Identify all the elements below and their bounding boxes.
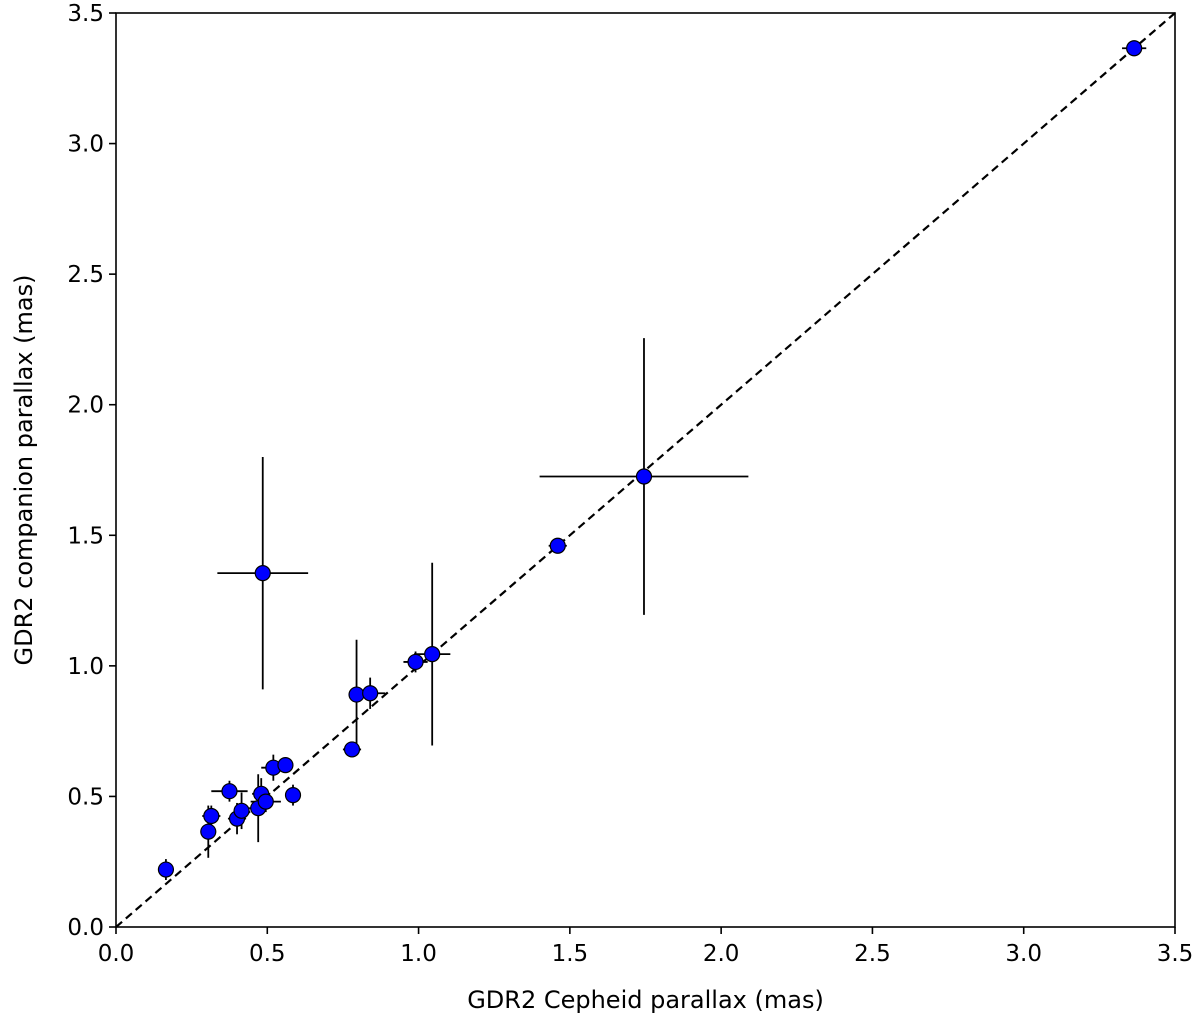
x-tick-label: 1.5: [552, 941, 589, 967]
data-point-8: [257, 793, 274, 810]
data-point-20: [1126, 40, 1143, 57]
x-axis-label: GDR2 Cepheid parallax (mas): [467, 986, 824, 1014]
data-point-12: [254, 565, 271, 582]
data-point-10: [277, 756, 294, 774]
plot-frame: [115, 12, 1176, 928]
data-point-17: [424, 646, 441, 663]
y-tick-label: 1.0: [67, 654, 104, 680]
x-tick-label: 0.5: [249, 941, 286, 967]
x-tick-label: 2.5: [854, 941, 891, 967]
data-point-0: [157, 861, 175, 878]
data-point-11: [284, 787, 302, 804]
plot-area: [115, 12, 1176, 928]
data-point-19: [635, 468, 653, 485]
data-point-1: [200, 823, 217, 840]
data-point-2: [203, 807, 220, 825]
x-tick-label: 3.5: [1157, 941, 1194, 967]
y-tick-label: 0.0: [67, 915, 104, 941]
y-tick-label: 3.0: [67, 132, 104, 158]
y-tick-label: 2.0: [67, 393, 104, 419]
y-tick-label: 0.5: [67, 784, 104, 810]
y-tick-label: 2.5: [67, 262, 104, 288]
data-point-14: [348, 686, 365, 703]
data-point-16: [407, 653, 424, 671]
data-point-3: [221, 783, 238, 800]
axes: 0.0 0.5 1.0 1.5 2.0 2.5 3.0 3.5 0.0 0.5 1.0 1.5 2.0 2…: [67, 1, 1193, 967]
data-point-13: [343, 741, 361, 758]
x-tick-label: 2.0: [703, 941, 740, 967]
data-point-15: [362, 685, 379, 702]
data-point-18: [549, 537, 566, 554]
y-tick-label: 1.5: [67, 523, 104, 549]
data-point-5: [233, 802, 250, 819]
x-tick-label: 1.0: [400, 941, 437, 967]
x-tick-label: 0.0: [98, 941, 135, 967]
y-tick-label: 3.5: [67, 1, 104, 27]
x-tick-label: 3.0: [1005, 941, 1042, 967]
y-axis-label: GDR2 companion parallax (mas): [10, 275, 38, 666]
